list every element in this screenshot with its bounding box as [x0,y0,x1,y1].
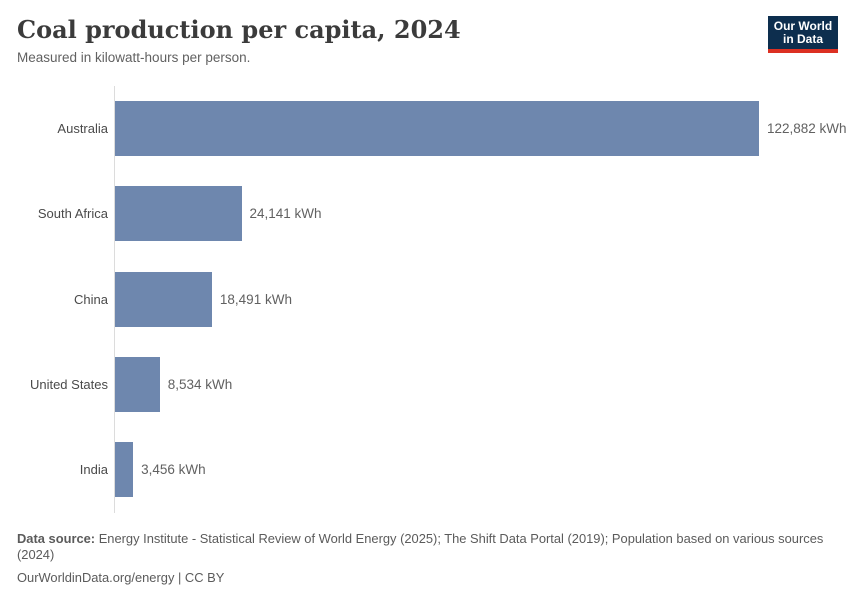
bar-value-label: 24,141 kWh [249,206,322,222]
category-label-china: China [74,291,108,307]
chart-row-india: India 3,456 kWh [17,427,838,513]
category-label-india: India [79,462,108,478]
chart-row-united-states: United States 8,534 kWh [17,341,838,428]
owid-logo: Our World in Data [768,16,838,53]
bar-china[interactable] [115,271,212,327]
bar-united-states[interactable] [115,356,160,412]
category-label-australia: Australia [57,120,108,136]
chart-row-china: China 18,491 kWh [17,256,838,342]
bar-australia[interactable] [115,100,759,156]
category-label-south-africa: South Africa [37,206,108,222]
bar-track: 122,882 kWh [114,85,847,171]
chart-footer: Data source: Energy Institute - Statisti… [17,531,829,587]
chart-subtitle: Measured in kilowatt-hours per person. [17,49,251,65]
data-source-label: Data source: [17,530,96,546]
bar-value-label: 3,456 kWh [141,462,206,478]
data-source-line: Data source: Energy Institute - Statisti… [17,531,829,564]
bar-track: 8,534 kWh [114,341,838,428]
page-title: Coal production per capita, 2024 [17,15,461,44]
data-source-text: Energy Institute - Statistical Review of… [17,530,824,563]
bar-value-label: 122,882 kWh [767,120,847,136]
bar-value-label: 18,491 kWh [219,291,292,307]
bar-south-africa[interactable] [115,186,242,242]
chart-row-australia: Australia 122,882 kWh [17,85,847,171]
bar-track: 18,491 kWh [114,256,838,342]
bar-track: 3,456 kWh [114,427,838,513]
owid-logo-line1: Our World [773,19,833,33]
category-label-united-states: United States [29,376,108,392]
chart-row-south-africa: South Africa 24,141 kWh [17,170,838,257]
bar-chart: Australia 122,882 kWh South Africa 24,141 k… [17,85,847,513]
credit-line: OurWorldinData.org/energy | CC BY [17,569,225,585]
bar-value-label: 8,534 kWh [167,376,233,392]
chart-container: Our World in Data Coal production per ca… [17,15,847,587]
owid-logo-line2: in Data [782,32,823,46]
bar-track: 24,141 kWh [114,170,838,257]
bar-india[interactable] [115,442,134,498]
